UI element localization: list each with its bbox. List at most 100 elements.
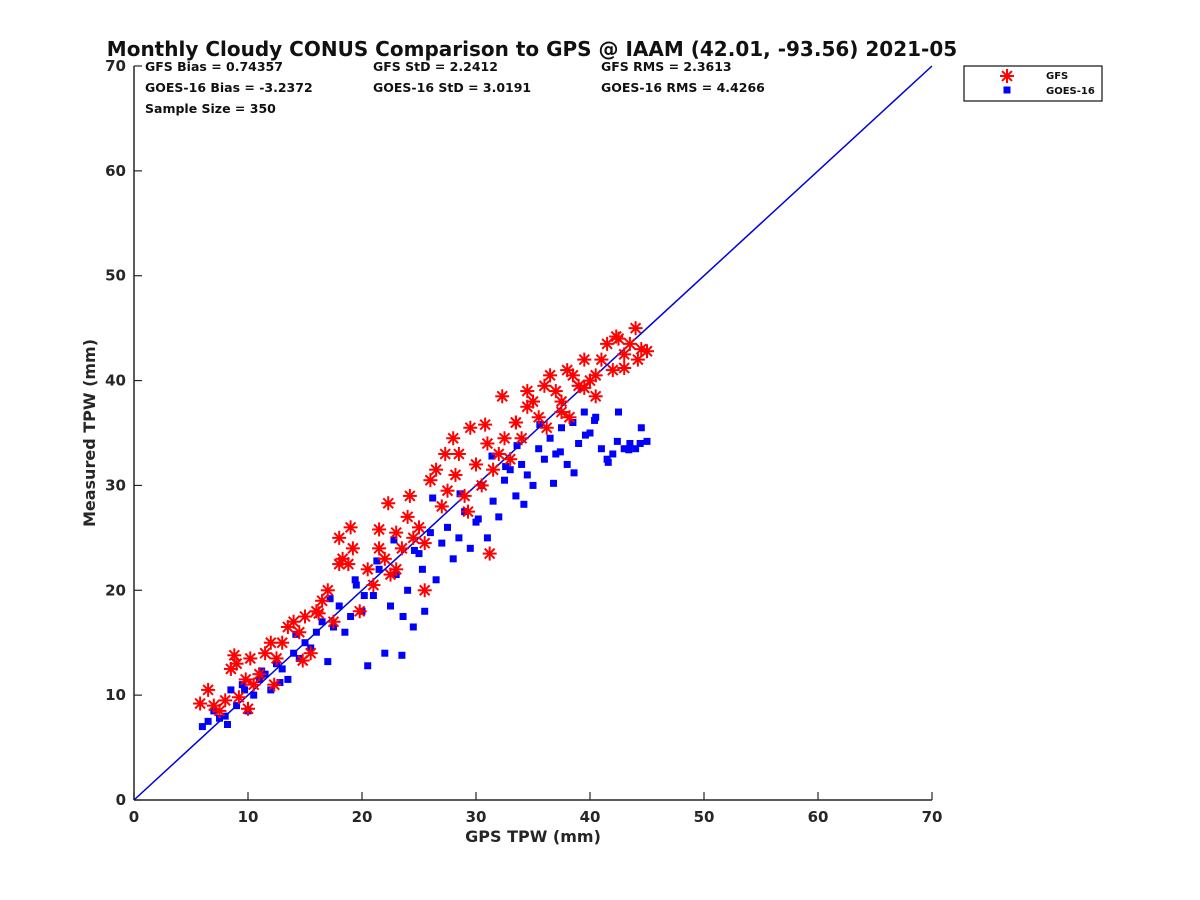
- goes-data-point: [204, 717, 212, 725]
- goes-data-point: [535, 445, 543, 453]
- goes-data-point: [632, 445, 640, 453]
- gfs-data-point: [508, 415, 523, 430]
- gfs-data-point: [539, 420, 554, 435]
- goes-data-point: [326, 595, 334, 603]
- goes-data-point: [581, 431, 589, 439]
- legend: GFS GOES-16: [963, 65, 1103, 102]
- x-tick-label: 20: [352, 808, 373, 826]
- gfs-data-point: [231, 690, 246, 705]
- legend-goes-marker: [1003, 86, 1011, 94]
- gfs-data-point: [218, 693, 233, 708]
- gfs-data-point: [389, 562, 404, 577]
- goes-data-point: [335, 602, 343, 610]
- goes-data-point: [518, 460, 526, 468]
- gfs-data-point: [434, 499, 449, 514]
- x-tick-label: 0: [129, 808, 139, 826]
- y-tick-label: 70: [105, 57, 126, 75]
- gfs-data-point: [480, 436, 495, 451]
- gfs-data-point: [241, 701, 255, 716]
- legend-box: [963, 65, 1103, 102]
- gfs-data-point: [577, 380, 592, 395]
- goes-data-point: [387, 602, 394, 610]
- goes-data-point: [546, 434, 554, 442]
- legend-gfs-marker: [1000, 69, 1014, 83]
- gfs-data-point: [193, 696, 208, 711]
- gfs-data-point: [311, 606, 326, 621]
- goes-data-point: [227, 686, 235, 694]
- gfs-data-point: [640, 344, 654, 359]
- x-tick-label: 50: [694, 808, 715, 826]
- gfs-data-point: [201, 682, 216, 697]
- gfs-data-point: [520, 384, 535, 399]
- x-tick-label: 40: [580, 808, 601, 826]
- gfs-data-point: [332, 530, 347, 545]
- gfs-data-point: [548, 384, 563, 399]
- goes-data-point: [352, 581, 360, 589]
- goes-data-point: [221, 712, 229, 720]
- gfs-data-point: [298, 609, 312, 624]
- gfs-data-point: [577, 352, 592, 367]
- gfs-data-point: [292, 625, 307, 640]
- gfs-data-point: [238, 672, 253, 687]
- gfs-data-point: [212, 703, 227, 718]
- goes-data-point: [341, 628, 349, 636]
- goes-data-point: [276, 679, 284, 687]
- gfs-data-point: [269, 651, 284, 666]
- goes-data-point: [489, 497, 497, 505]
- gfs-data-point: [400, 509, 415, 524]
- goes-data-point: [575, 439, 583, 447]
- gfs-data-point: [491, 446, 506, 461]
- gfs-data-point: [417, 536, 432, 551]
- goes-data-point: [552, 450, 560, 458]
- gfs-data-point: [320, 583, 335, 598]
- goes-data-point: [502, 463, 510, 471]
- gfs-data-point: [402, 488, 417, 503]
- gfs-data-point: [275, 635, 290, 650]
- gfs-data-point: [267, 677, 282, 692]
- goes-data-point: [399, 613, 407, 620]
- goes-data-point: [540, 455, 548, 463]
- gfs-data-point: [531, 410, 546, 425]
- y-axis-label: Measured TPW (mm): [80, 339, 99, 527]
- goes-data-point: [381, 649, 389, 657]
- goes-data-point: [604, 458, 612, 466]
- goes-data-point: [438, 539, 446, 547]
- goes-std-stat: GOES-16 StD = 3.0191: [373, 80, 531, 95]
- goes-data-point: [241, 686, 249, 694]
- goes-data-point: [347, 613, 355, 620]
- gfs-data-point: [227, 648, 242, 663]
- gfs-data-point: [497, 431, 512, 446]
- goes-data-point: [456, 490, 464, 498]
- goes-data-point: [360, 592, 368, 600]
- gfs-data-point: [474, 478, 489, 493]
- gfs-data-point: [252, 667, 267, 682]
- gfs-data-point: [315, 593, 330, 608]
- gfs-data-point: [343, 520, 358, 535]
- goes-data-point: [506, 466, 514, 474]
- goes-data-point: [267, 686, 275, 694]
- gfs-data-point: [286, 614, 301, 629]
- axis-ticks: 0 10 20 30 40 50 60 70 0 10 20 30 40 50 60 70: [105, 57, 942, 826]
- goes-data-point: [580, 408, 588, 416]
- goes-data-point: [238, 681, 246, 689]
- gfs-data-point: [243, 651, 258, 666]
- goes-data-point: [233, 702, 241, 710]
- goes-data-point: [558, 424, 565, 432]
- goes-data-point: [520, 500, 528, 508]
- gfs-data-point: [446, 431, 461, 446]
- gfs-std-stat: GFS StD = 2.2412: [373, 59, 498, 74]
- legend-label-goes: GOES-16: [1046, 86, 1095, 97]
- goes-data-point: [375, 565, 383, 573]
- goes-data-point: [373, 557, 381, 565]
- goes-data-point: [495, 513, 503, 521]
- goes-data-point: [569, 419, 577, 427]
- goes-data-point: [501, 476, 508, 484]
- gfs-data-point: [440, 483, 455, 498]
- gfs-data-point: [514, 431, 529, 446]
- goes-data-point: [586, 429, 594, 437]
- y-tick-label: 60: [105, 162, 126, 180]
- gfs-data-point: [609, 329, 624, 344]
- goes-data-point: [318, 618, 326, 626]
- gfs-rms-stat: GFS RMS = 2.3613: [601, 59, 732, 74]
- gfs-data-point: [461, 504, 476, 519]
